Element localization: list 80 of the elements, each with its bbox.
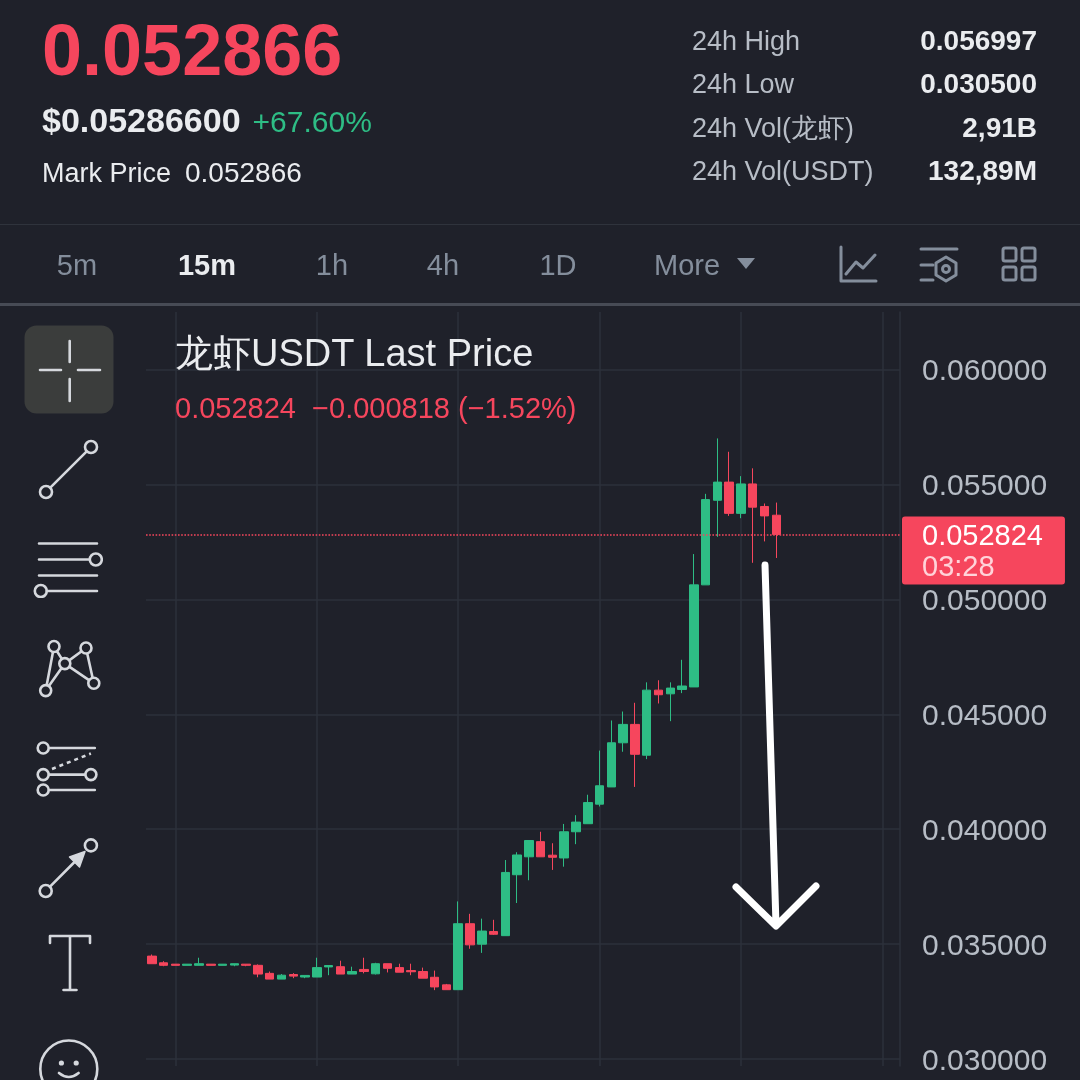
text: 0.030500 bbox=[920, 67, 1037, 101]
text: 0.056997 bbox=[920, 24, 1037, 58]
candlestick bbox=[406, 963, 416, 976]
y-tick-label: 0.055000 bbox=[922, 467, 1048, 501]
candlestick bbox=[418, 967, 428, 979]
text: 132,89M bbox=[928, 154, 1037, 188]
text: 24h Vol(USDT) bbox=[692, 155, 874, 187]
candlestick bbox=[453, 900, 463, 991]
candlestick bbox=[230, 963, 239, 967]
candlestick bbox=[677, 659, 687, 694]
candlestick bbox=[289, 972, 298, 979]
candlestick bbox=[571, 814, 581, 845]
y-tick-label: 0.030000 bbox=[922, 1042, 1048, 1076]
candlestick bbox=[218, 963, 227, 966]
text: 0.052824 −0.000818 (−1.52%) bbox=[175, 392, 577, 424]
text: 24h Vol(龙虾) bbox=[692, 112, 855, 144]
y-tick-label: 0.040000 bbox=[922, 812, 1048, 846]
candlestick bbox=[253, 963, 263, 978]
candlestick bbox=[442, 983, 451, 991]
candlestick bbox=[559, 823, 569, 868]
candlestick bbox=[630, 702, 640, 788]
candlestick bbox=[383, 963, 392, 973]
candlestick bbox=[689, 553, 699, 688]
text: 1D bbox=[539, 249, 577, 283]
text: 0.052866 bbox=[42, 8, 343, 92]
y-tick-label: 0.035000 bbox=[922, 927, 1048, 961]
candlestick bbox=[300, 974, 310, 979]
candlestick bbox=[347, 966, 357, 975]
text: 24h High bbox=[692, 25, 801, 57]
text: 1h bbox=[315, 249, 349, 283]
candlestick bbox=[642, 681, 651, 760]
candlestick bbox=[465, 913, 475, 950]
candlestick bbox=[713, 437, 722, 538]
candlestick bbox=[724, 451, 734, 517]
text: Mark Price bbox=[42, 157, 172, 189]
candlestick bbox=[548, 842, 557, 871]
candlestick bbox=[654, 679, 663, 704]
candlestick bbox=[524, 839, 534, 881]
candlestick bbox=[159, 960, 168, 967]
candlestick bbox=[489, 919, 498, 936]
text: More bbox=[654, 249, 721, 283]
candlestick bbox=[336, 960, 345, 975]
candlestick bbox=[371, 962, 380, 976]
candlestick bbox=[395, 963, 404, 973]
candlestick bbox=[171, 963, 180, 966]
candlestick bbox=[312, 957, 322, 978]
text: $0.05286600 bbox=[42, 101, 241, 141]
text: +67.60% bbox=[252, 105, 372, 140]
text: 龙虾USDT Last Price bbox=[175, 332, 534, 374]
text: 15m bbox=[177, 249, 237, 283]
candlestick bbox=[536, 831, 545, 858]
candlestick bbox=[736, 475, 746, 519]
candlestick bbox=[324, 965, 333, 976]
candlestick bbox=[701, 493, 710, 586]
candlestick bbox=[595, 750, 604, 807]
text: 5m bbox=[56, 249, 98, 283]
text: 2,91B bbox=[962, 111, 1037, 145]
candlestick bbox=[512, 851, 522, 904]
y-tick-label: 0.045000 bbox=[922, 697, 1048, 731]
y-tick-label: 0.050000 bbox=[922, 582, 1048, 616]
candlestick bbox=[265, 971, 274, 980]
ref-line-label: 0.052824 03:28 bbox=[922, 518, 1043, 582]
candlestick bbox=[194, 957, 204, 966]
candlestick bbox=[666, 681, 675, 722]
candlestick bbox=[583, 794, 593, 825]
text: 0.052866 bbox=[185, 156, 302, 190]
candlestick bbox=[241, 963, 251, 967]
text: 24h Low bbox=[692, 68, 795, 100]
candlestick bbox=[277, 973, 286, 980]
candlestick bbox=[618, 711, 628, 753]
candlestick bbox=[430, 970, 439, 991]
y-tick-label: 0.060000 bbox=[922, 352, 1048, 386]
text: 4h bbox=[426, 249, 460, 283]
candlestick bbox=[147, 954, 157, 965]
candlestick bbox=[359, 957, 369, 974]
candlestick bbox=[501, 859, 510, 937]
candlestick bbox=[477, 918, 487, 954]
candlestick bbox=[182, 963, 192, 966]
candlestick bbox=[607, 719, 616, 788]
candlestick bbox=[206, 963, 216, 966]
